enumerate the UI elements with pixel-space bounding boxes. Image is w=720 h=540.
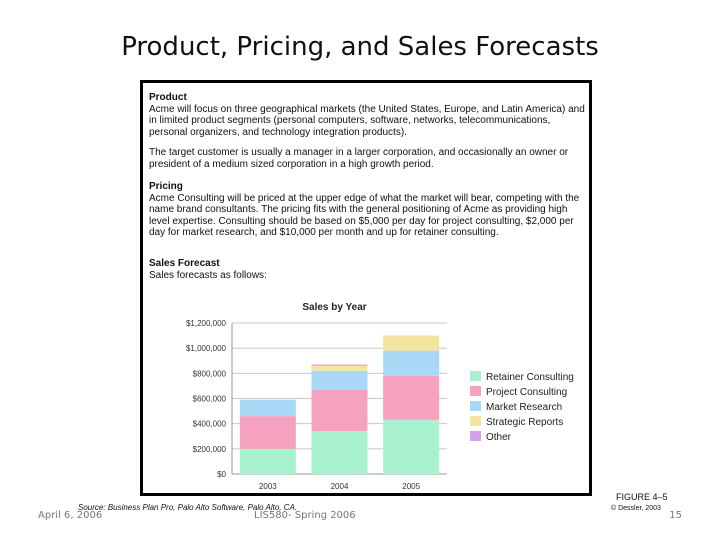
y-tick-label: $0 xyxy=(217,470,226,479)
bar-segment xyxy=(311,370,368,390)
footer-course: LIS580- Spring 2006 xyxy=(254,510,356,521)
bar-segment xyxy=(383,350,440,376)
x-tick-label: 2004 xyxy=(331,482,349,491)
pricing-text: Acme Consulting will be priced at the up… xyxy=(149,192,580,239)
legend-label: Retainer Consulting xyxy=(486,372,574,383)
bar-segment xyxy=(239,448,296,474)
bar-segment xyxy=(311,389,368,432)
legend-label: Other xyxy=(486,432,512,443)
footer-page-number: 15 xyxy=(669,510,682,521)
bar-segment xyxy=(239,399,296,417)
pricing-heading: Pricing xyxy=(149,181,183,192)
y-tick-label: $600,000 xyxy=(193,395,227,404)
pricing-section: Pricing Acme Consulting will be priced a… xyxy=(149,181,589,239)
product-section: Product Acme will focus on three geograp… xyxy=(149,92,589,170)
legend-swatch xyxy=(470,371,481,381)
chart-legend: Retainer Consulting Project Consulting Mar… xyxy=(470,370,574,445)
figure-box: Product Acme will focus on three geograp… xyxy=(140,80,592,496)
product-text-1: Acme will focus on three geographical ma… xyxy=(149,103,585,138)
sales-text: Sales forecasts as follows: xyxy=(149,269,267,281)
legend-swatch xyxy=(470,386,481,396)
bar-segment xyxy=(383,335,440,351)
product-text-2: The target customer is usually a manager… xyxy=(149,147,569,170)
bar-segment xyxy=(383,375,440,420)
figure-label: FIGURE 4–5 xyxy=(616,492,668,502)
y-tick-label: $1,000,000 xyxy=(186,344,227,353)
sales-heading: Sales Forecast xyxy=(149,258,220,269)
legend-item: Market Research xyxy=(470,400,574,415)
bar-segment xyxy=(311,431,368,474)
legend-item: Project Consulting xyxy=(470,385,574,400)
copyright-note: © Dessler, 2003 xyxy=(611,505,661,512)
legend-label: Project Consulting xyxy=(486,387,568,398)
chart-title: Sales by Year xyxy=(302,302,366,313)
bar-segment xyxy=(383,419,440,474)
legend-item: Strategic Reports xyxy=(470,415,574,430)
x-tick-label: 2003 xyxy=(259,482,277,491)
legend-swatch xyxy=(470,416,481,426)
legend-label: Strategic Reports xyxy=(486,417,564,428)
legend-swatch xyxy=(470,431,481,441)
legend-swatch xyxy=(470,401,481,411)
bar-segment xyxy=(311,364,368,366)
y-tick-label: $800,000 xyxy=(193,369,227,378)
legend-item: Retainer Consulting xyxy=(470,370,574,385)
bar-segment xyxy=(239,416,296,449)
y-tick-label: $1,200,000 xyxy=(186,319,227,328)
product-heading: Product xyxy=(149,92,187,103)
bar-segment xyxy=(311,365,368,371)
legend-item: Other xyxy=(470,430,574,445)
legend-label: Market Research xyxy=(486,402,563,413)
x-tick-label: 2005 xyxy=(402,482,420,491)
y-tick-label: $200,000 xyxy=(193,445,227,454)
sales-section: Sales Forecast Sales forecasts as follow… xyxy=(149,258,589,281)
sales-by-year-chart: Sales by Year $0 $200,000 $400,000 $600,000 $… xyxy=(186,302,447,491)
source-note: Source: Business Plan Pro, Palo Alto Sof… xyxy=(78,503,298,512)
slide-title: Product, Pricing, and Sales Forecasts xyxy=(121,32,599,62)
y-tick-label: $400,000 xyxy=(193,420,227,429)
footer-date: April 6, 2006 xyxy=(38,510,103,521)
